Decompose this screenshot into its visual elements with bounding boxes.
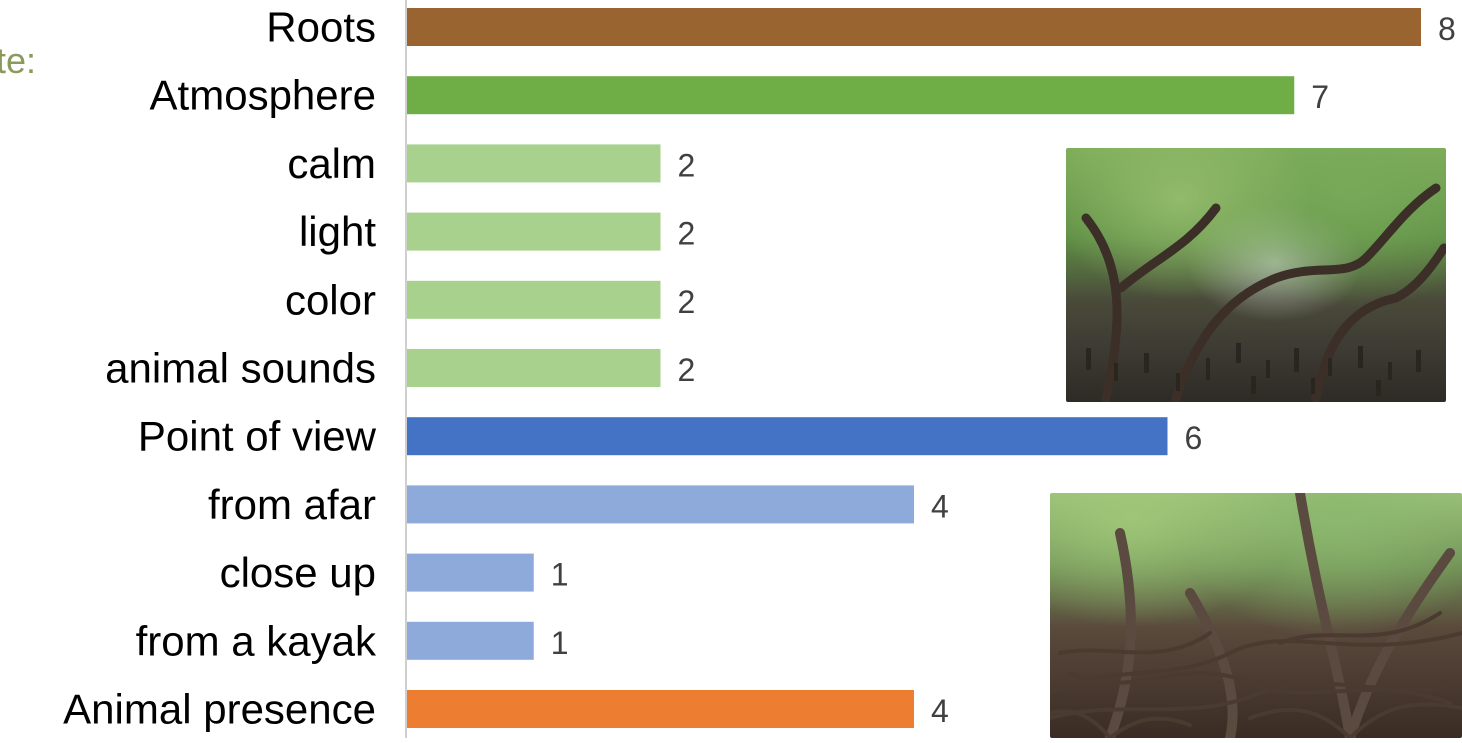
data-label: 6 [1185, 420, 1203, 456]
category-label: Animal presence [63, 686, 376, 733]
data-label: 4 [931, 693, 949, 729]
category-label: from a kayak [136, 617, 377, 664]
bar [407, 76, 1295, 115]
data-label: 2 [678, 147, 696, 183]
category-label: Point of view [138, 413, 377, 460]
category-label: Atmosphere [150, 72, 376, 119]
category-label: close up [220, 549, 376, 596]
data-label: 7 [1311, 79, 1329, 115]
category-label: Roots [266, 4, 376, 51]
mangrove-photo-1 [1066, 148, 1446, 402]
bar [407, 690, 914, 728]
category-label: color [285, 276, 376, 323]
data-label: 4 [931, 488, 949, 524]
bar [407, 280, 661, 319]
mangrove-roots-icon [1050, 493, 1462, 738]
data-label: 2 [678, 352, 696, 388]
data-label: 1 [551, 557, 569, 593]
category-label: light [299, 208, 376, 255]
category-label: calm [287, 140, 376, 187]
mangrove-forest-icon [1081, 183, 1446, 402]
bar [407, 349, 661, 387]
bar [407, 553, 534, 592]
data-label: 2 [678, 284, 696, 320]
data-label: 1 [551, 625, 569, 661]
category-label: animal sounds [105, 345, 376, 392]
bar [407, 212, 661, 251]
bar [407, 144, 661, 183]
bar [407, 417, 1168, 456]
partial-legend-label: tte: [0, 40, 37, 81]
bar [407, 8, 1421, 46]
category-label: from afar [208, 481, 376, 528]
data-label: 2 [678, 216, 696, 252]
bar [407, 621, 534, 660]
bar [407, 485, 914, 524]
data-label: 8 [1438, 11, 1456, 47]
mangrove-photo-2 [1050, 493, 1462, 738]
